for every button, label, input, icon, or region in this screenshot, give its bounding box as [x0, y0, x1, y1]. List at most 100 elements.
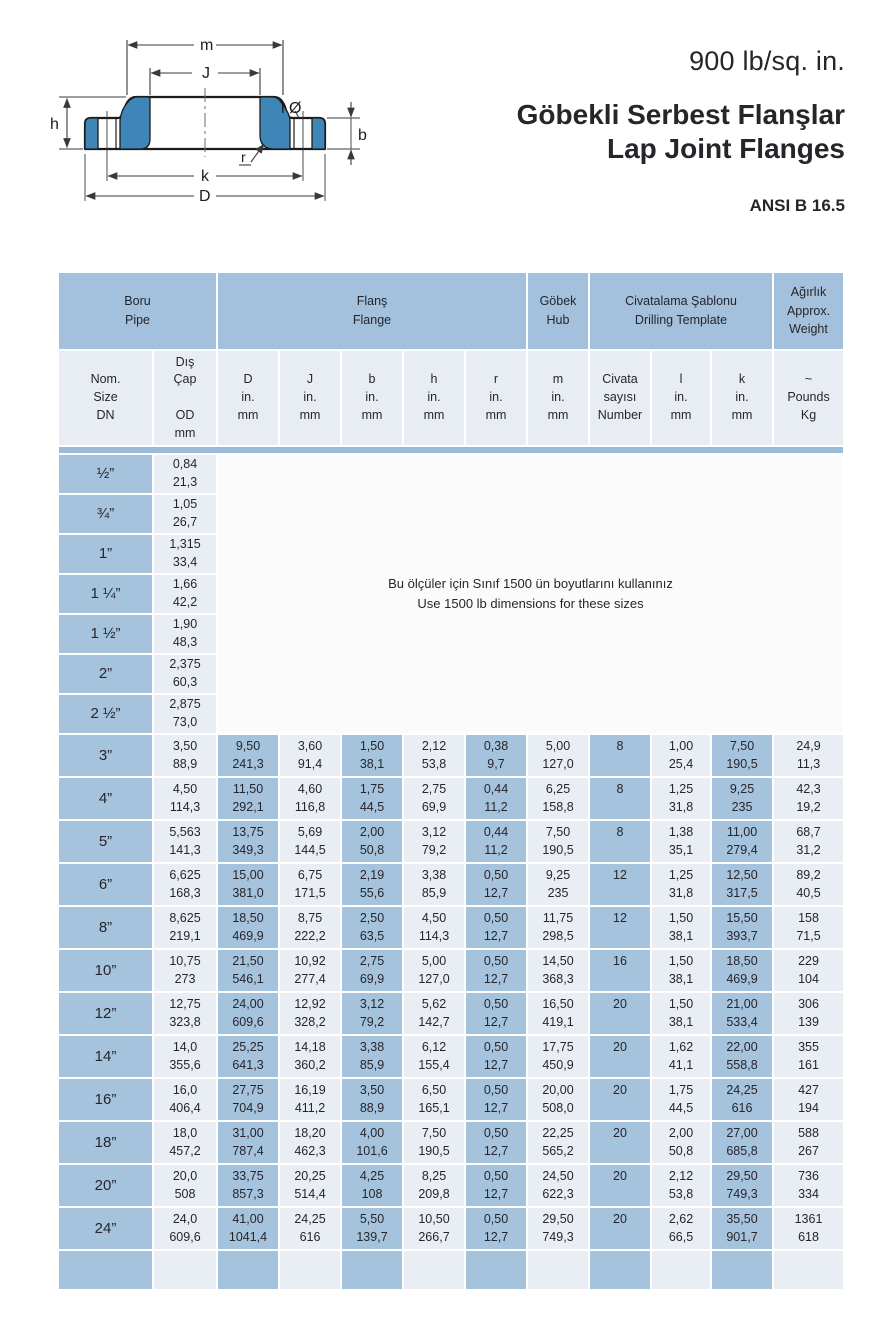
value-cell: 5,00 127,0 [528, 735, 588, 776]
cell-value: 22,25 565,2 [542, 1125, 574, 1158]
cell-value: 42,3 19,2 [796, 781, 821, 814]
value-cell: 20 [590, 1036, 650, 1077]
value-cell: 25,25 641,3 [218, 1036, 278, 1077]
cell-value: 68,7 31,2 [796, 824, 821, 857]
cell-value: 0,50 12,7 [483, 996, 509, 1029]
cell-value: 17,75 450,9 [542, 1039, 574, 1072]
note-line-tr: Bu ölçüler için Sınıf 1500 ün boyutların… [388, 575, 673, 591]
value-cell: 158 71,5 [774, 907, 844, 948]
cell-value: 89,2 40,5 [796, 867, 821, 900]
value-cell: 2,62 66,5 [652, 1208, 710, 1249]
value-cell: 736 334 [774, 1165, 844, 1206]
value-cell: 2,50 63,5 [342, 907, 402, 948]
column-header-cell: Nom. Size DN [59, 351, 152, 445]
dim-label-r: r [241, 149, 246, 165]
value-cell: 35,50 901,7 [712, 1208, 773, 1249]
title-english: Lap Joint Flanges [606, 132, 845, 164]
cell-value: 18,0 457,2 [169, 1125, 201, 1158]
od-cell: 2,875 73,0 [154, 695, 216, 733]
cell-value: 5,69 144,5 [294, 824, 326, 857]
table-row: 2 ½” 2,875 73,0 [59, 695, 843, 733]
cell-value: 0,50 12,7 [483, 1039, 509, 1072]
column-header-cell: r in. mm [466, 351, 526, 445]
cell-value: 1,25 31,8 [668, 867, 694, 900]
cell-value: 0,44 11,2 [483, 824, 509, 857]
cell-value: 20 [613, 1169, 627, 1184]
size-cell: 1 ¼” [59, 575, 152, 613]
value-cell: 3,38 85,9 [404, 864, 464, 905]
size-cell: 14” [59, 1036, 152, 1077]
cell-value: 6,75 171,5 [294, 867, 326, 900]
cell-value: 16,50 419,1 [542, 996, 574, 1029]
value-cell: 5,563 141,3 [154, 821, 216, 862]
size-cell: 24” [59, 1208, 152, 1249]
table-row: 1 ¼” 1,66 42,2 [59, 575, 843, 613]
value-cell: 3,12 79,2 [404, 821, 464, 862]
value-cell: 24,50 622,3 [528, 1165, 588, 1206]
group-header-cell: Flanş Flange [218, 273, 526, 349]
value-cell: 0,38 9,7 [466, 735, 526, 776]
value-cell: 16,50 419,1 [528, 993, 588, 1034]
empty-cell [466, 1251, 526, 1289]
od-cell: 2,375 60,3 [154, 655, 216, 693]
size-cell: ½” [59, 455, 152, 493]
value-cell: 9,25 235 [528, 864, 588, 905]
cell-value: 1,90 48,3 [172, 617, 198, 649]
size-cell: 18” [59, 1122, 152, 1163]
value-cell: 0,50 12,7 [466, 1208, 526, 1249]
cell-value: 8,75 222,2 [294, 910, 326, 943]
dim-label-k: k [201, 168, 210, 185]
value-cell: 1,25 31,8 [652, 864, 710, 905]
cell-value: 24,50 622,3 [542, 1168, 574, 1201]
value-cell: 22,00 558,8 [712, 1036, 773, 1077]
value-cell: 20 [590, 1208, 650, 1249]
cell-value: 0,50 12,7 [483, 910, 509, 943]
cell-value: 24,00 609,6 [232, 996, 264, 1029]
value-cell: 0,50 12,7 [466, 993, 526, 1034]
od-cell: 1,315 33,4 [154, 535, 216, 573]
value-cell: 0,50 12,7 [466, 1122, 526, 1163]
column-header-cell: b in. mm [342, 351, 402, 445]
value-cell: 588 267 [774, 1122, 844, 1163]
dim-label-hole-dia: l Ø [281, 100, 301, 117]
flange-dimensions-table: Boru Pipe Flanş Flange Göbek Hub Civatalama… [57, 271, 845, 1291]
value-cell: 20 [590, 1122, 650, 1163]
cell-value: 0,50 12,7 [483, 1125, 509, 1158]
value-cell: 1,75 44,5 [342, 778, 402, 819]
cell-value: 3,12 79,2 [421, 824, 447, 857]
size-cell: 2 ½” [59, 695, 152, 733]
table-row: 1 ½” 1,90 48,3 [59, 615, 843, 653]
cell-value: 2,375 60,3 [169, 657, 201, 689]
size-cell: 3” [59, 735, 152, 776]
cell-value: 18,50 469,9 [726, 953, 758, 986]
cell-value: 10,92 277,4 [294, 953, 326, 986]
cell-value: 15,00 381,0 [232, 867, 264, 900]
value-cell: 8,75 222,2 [280, 907, 340, 948]
value-cell: 2,19 55,6 [342, 864, 402, 905]
value-cell: 31,00 787,4 [218, 1122, 278, 1163]
cell-value: 24,9 11,3 [796, 738, 821, 771]
cell-value: 158 71,5 [796, 910, 821, 943]
empty-cell [528, 1251, 588, 1289]
value-cell: 11,00 279,4 [712, 821, 773, 862]
value-cell: 24,0 609,6 [154, 1208, 216, 1249]
dim-label-j: J [202, 65, 210, 82]
value-cell: 1,75 44,5 [652, 1079, 710, 1120]
cell-value: 20 [613, 1212, 627, 1227]
value-cell: 20 [590, 1165, 650, 1206]
cell-value: 16,19 411,2 [294, 1082, 326, 1115]
value-cell: 1,50 38,1 [652, 993, 710, 1034]
cell-value: 5,50 139,7 [356, 1211, 388, 1244]
column-header-cell: D in. mm [218, 351, 278, 445]
cell-value: 588 267 [798, 1125, 819, 1158]
value-cell: 18,50 469,9 [218, 907, 278, 948]
value-cell: 0,44 11,2 [466, 778, 526, 819]
cell-value: 14,50 368,3 [542, 953, 574, 986]
value-cell: 3,38 85,9 [342, 1036, 402, 1077]
cell-value: 4,60 116,8 [294, 781, 326, 814]
cell-value: 0,50 12,7 [483, 1211, 509, 1244]
value-cell: 0,44 11,2 [466, 821, 526, 862]
table-row: ¾” 1,05 26,7 [59, 495, 843, 533]
value-cell: 89,2 40,5 [774, 864, 844, 905]
table-row: 3” 3,50 88,9 9,50 241,3 3,60 91,4 1,50 38,1 2… [59, 735, 844, 776]
